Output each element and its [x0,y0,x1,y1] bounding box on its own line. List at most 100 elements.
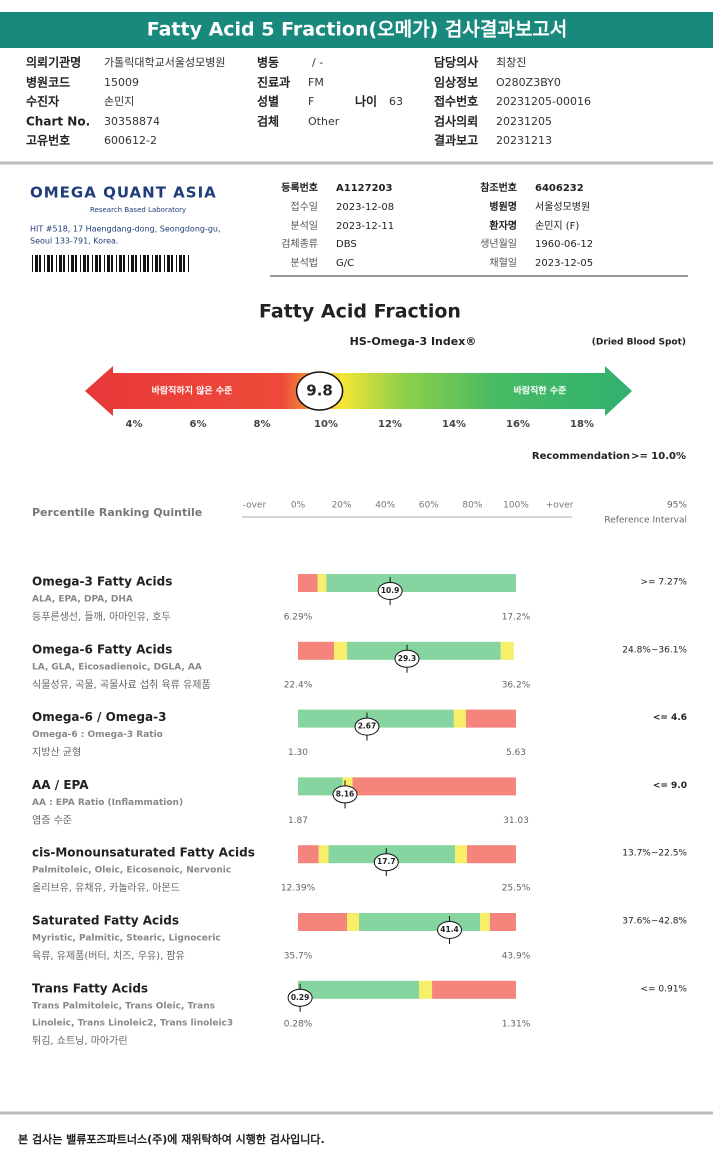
value-label: 2.67 [358,722,377,731]
lab-field-value: 손민지 (F) [535,220,579,232]
low-zone-label: 바람직하지 않은 수준 [152,385,233,397]
barcode-stripe [119,255,122,272]
index-arrow [85,366,632,416]
index-tick-label: 6% [190,419,207,430]
row-name: Omega-6 Fatty Acids [32,642,172,656]
chart-title: Fatty Acid Fraction [259,301,461,323]
field-label: 결과보고 [434,133,478,148]
index-tick-label: 16% [506,419,530,430]
barcode-stripe [35,255,38,272]
row-components: Omega-6 : Omega-3 Ratio [32,730,163,740]
field-label: 고유번호 [26,133,70,148]
range-low: 35.7% [284,952,313,962]
title-bar [0,12,713,48]
lab-field-value: 6406232 [535,183,584,194]
lab-field-value: 1960-06-12 [535,239,593,250]
reference-interval: <= 4.6 [653,713,687,723]
barcode-stripe [59,255,62,272]
field-label: 의뢰기관명 [26,55,81,70]
range-zone [480,913,490,931]
lab-tagline: Research Based Laboratory [90,206,186,214]
index-tick-label: 14% [442,419,466,430]
barcode-stripe [167,255,170,272]
range-zone [359,913,481,931]
index-tick-label: 4% [126,419,143,430]
barcode-stripe [111,255,113,272]
range-zone [298,845,319,864]
scale-tick-label: 60% [419,501,439,511]
recommendation: >= 10.0% [631,451,686,462]
range-zone [489,913,516,931]
field-label: 진료과 [257,75,290,90]
reference-interval: 13.7%~22.5% [622,849,687,859]
barcode-stripe [164,255,165,272]
lab-field-label: 접수일 [290,201,318,213]
row-food: 튀김, 쇼트닝, 마아가린 [32,1035,128,1047]
field-value: 20231213 [496,134,552,147]
barcode-stripe [83,255,86,272]
reference-interval: <= 9.0 [653,781,687,791]
index-tick-label: 18% [570,419,594,430]
field-label: 병원코드 [26,75,70,90]
range-low: 22.4% [284,680,313,690]
value-marker [373,853,399,872]
interval-title: Reference Interval [604,516,687,526]
lab-field-label: 환자명 [489,219,517,232]
lab-field-label: 등록번호 [281,181,318,194]
row-components: Palmitoleic, Oleic, Eicosenoic, Nervonic [32,866,231,876]
reference-interval: >= 7.27% [640,578,687,588]
field-label: 수진자 [26,94,59,109]
barcode-stripe [75,255,77,272]
scale-tick-label: -over [243,501,267,511]
value-marker [437,921,463,939]
barcode-stripe [104,255,105,272]
barcode-stripe [171,255,173,272]
range-zone [453,709,466,728]
barcode-stripe [155,255,158,272]
barcode-stripe [71,255,74,272]
field-label: 검사의뢰 [434,114,478,129]
field-label: 임상정보 [434,75,478,90]
barcode [32,255,189,272]
range-zone [298,574,318,592]
range-zone [465,709,516,728]
range-zone [298,709,454,728]
range-low: 1.87 [288,816,308,826]
range-high: 25.5% [502,884,531,894]
field-label: 성별 [257,94,279,109]
barcode-stripe [128,255,129,272]
barcode-stripe [147,255,149,272]
row-food: 육류, 유제품(버터, 치즈, 우유), 팜유 [32,950,185,962]
field-value: 최창진 [496,56,526,69]
row-food: 등푸른생선, 들깨, 아마인유, 호두 [32,611,171,623]
index-tick-label: 8% [254,419,271,430]
value-label: 41.4 [440,925,459,934]
row-components: LA, GLA, Eicosadienoic, DGLA, AA [32,662,202,672]
value-label: 17.7 [377,857,396,866]
range-zone [347,913,360,931]
range-low: 6.29% [284,613,313,623]
value-label: 8.16 [336,789,355,798]
row-name: AA / EPA [32,778,89,792]
index-name: HS-Omega-3 Index® [350,335,477,348]
range-zone [418,980,433,999]
row-food: 염증 수준 [32,814,72,826]
field-value: 600612-2 [104,134,157,147]
range-high: 5.63 [506,748,526,758]
lab-field-value: 2023-12-08 [336,202,394,213]
row-food: 식물성유, 곡물, 곡물사료 섭취 육류 유제품 [32,679,211,691]
range-zone [466,845,516,864]
specimen: (Dried Blood Spot) [592,338,686,348]
field-value: 20231205-00016 [496,95,591,108]
barcode-stripe [179,255,182,272]
range-zone [432,980,516,999]
index-tick-label: 10% [314,419,338,430]
range-high: 1.31% [502,1019,531,1029]
row-name: Saturated Fatty Acids [32,914,179,928]
barcode-stripe [99,255,101,272]
row-components: Linoleic, Trans Linoleic2, Trans linolei… [32,1018,233,1028]
report-title: Fatty Acid 5 Fraction(오메가) 검사결과보고서 [147,19,568,41]
lab-name: OMEGA QUANT ASIA [30,184,217,202]
row-components: Myristic, Palmitic, Stearic, Lignoceric [32,934,221,944]
field-label: 나이 [355,94,377,109]
